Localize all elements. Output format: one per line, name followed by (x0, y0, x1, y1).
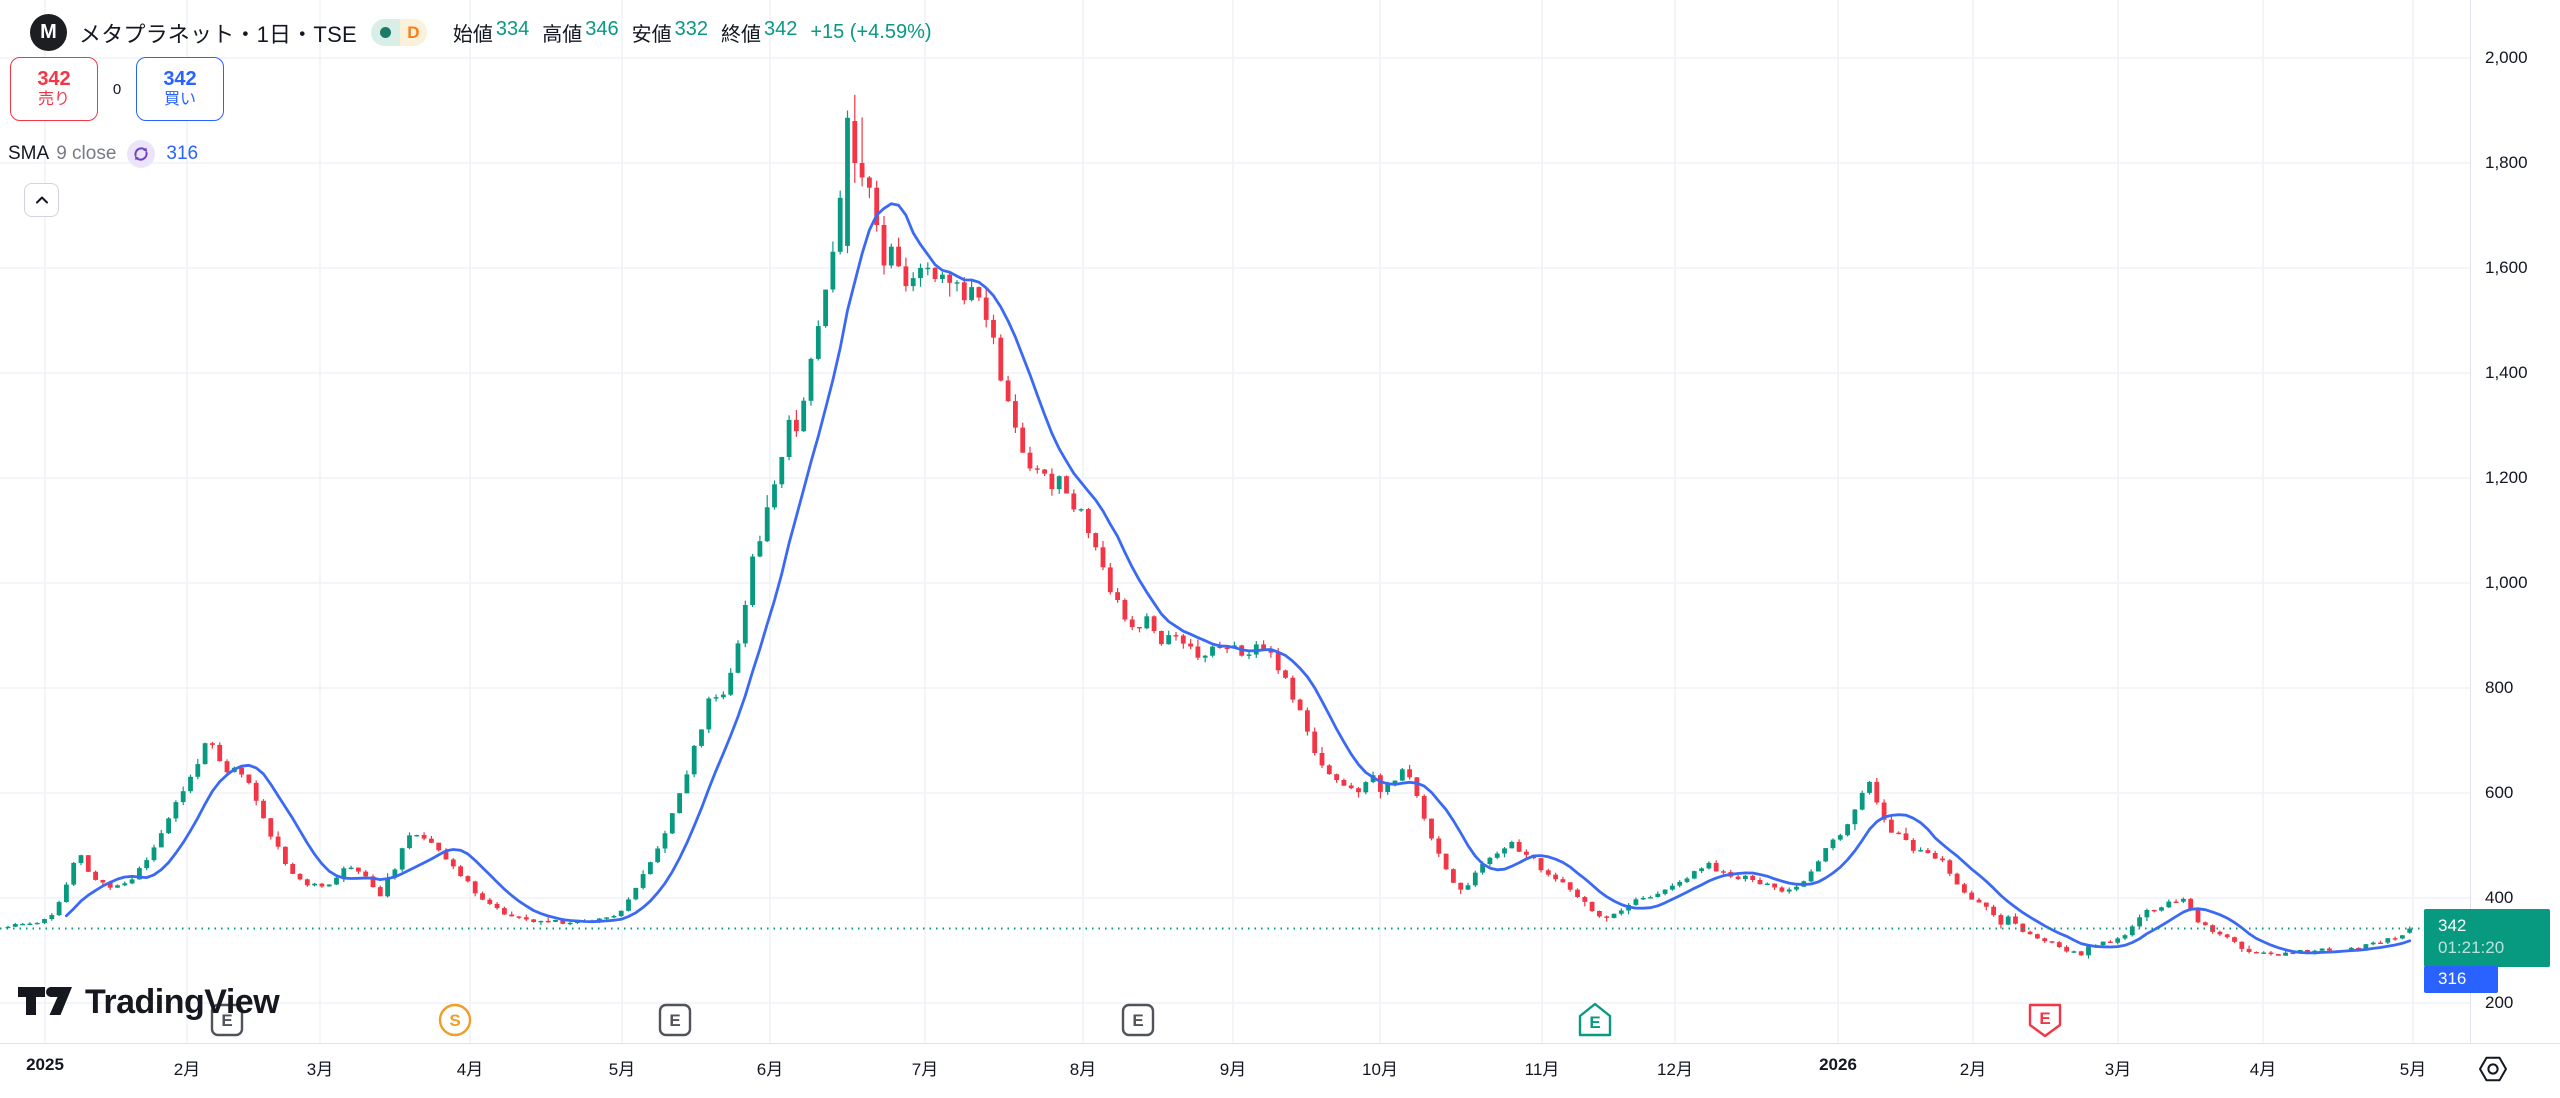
price-axis-label: 1,000 (2485, 573, 2528, 592)
time-axis-settings-button[interactable] (2476, 1052, 2510, 1086)
open-label: 始値 (452, 24, 493, 46)
indicator-loading-icon (127, 140, 156, 168)
sell-price: 342 (37, 68, 71, 91)
svg-text:S: S (449, 1011, 460, 1030)
sell-label: 売り (37, 91, 70, 109)
market-open-dot-icon (379, 27, 391, 38)
earnings-marker[interactable]: E (209, 1002, 245, 1038)
change-value: +15 (+4.59%) (810, 21, 932, 43)
time-axis[interactable]: 2025 2月 3月 4月 5月 6月 7月 8月 9月 10月 11月 12月 2026 2月 3月 4月 5… (0, 1043, 2560, 1098)
indicator-legend[interactable]: SMA 9 close 316 (8, 140, 198, 168)
price-axis-label: 1,400 (2485, 363, 2528, 382)
ohlc-high: 高値 346 (542, 18, 618, 47)
high-value: 346 (585, 18, 619, 40)
collapse-panel-button[interactable] (24, 183, 59, 217)
symbol-header: M メタプラネット・1日・TSE D 始値 334 高値 346 安値 332 … (30, 14, 932, 51)
indicator-value: 316 (166, 143, 199, 164)
trade-panel: 342 売り 0 342 買い (10, 57, 224, 121)
close-label: 終値 (720, 24, 761, 46)
buy-label: 買い (163, 91, 196, 109)
time-axis-labels: 2025 2月 3月 4月 5月 6月 7月 8月 9月 10月 11月 12月 2026 2月 3月 4月 5… (0, 1044, 2470, 1098)
low-label: 安値 (631, 24, 672, 46)
price-axis-label: 600 (2485, 783, 2514, 802)
tradingview-logo-text: TradingView (85, 983, 280, 1021)
sma-price-value: 316 (2438, 969, 2467, 988)
market-open-badge[interactable] (370, 19, 400, 46)
time-axis-label: 6月 (756, 1060, 784, 1079)
candlestick-chart-canvas[interactable] (0, 0, 2470, 1043)
buy-button[interactable]: 342 買い (136, 57, 224, 121)
tradingview-watermark: TradingView (18, 983, 280, 1022)
time-axis-label: 5月 (2399, 1060, 2427, 1079)
spread-value: 0 (112, 80, 122, 98)
time-axis-label: 2月 (173, 1060, 201, 1079)
delayed-data-badge[interactable]: D (399, 19, 427, 46)
symbol-title[interactable]: メタプラネット・1日・TSE (79, 21, 357, 47)
svg-text:E: E (1132, 1011, 1143, 1030)
split-marker[interactable]: S (437, 1002, 473, 1038)
time-axis-label: 2026 (1819, 1055, 1857, 1074)
price-axis-label: 1,800 (2485, 153, 2528, 172)
svg-text:E: E (221, 1011, 232, 1030)
low-value: 332 (674, 18, 708, 40)
sell-button[interactable]: 342 売り (10, 57, 98, 121)
indicator-name: SMA (8, 143, 50, 164)
gear-icon (2479, 1056, 2507, 1082)
symbol-logo: M (30, 14, 67, 51)
symbol-logo-letter: M (40, 21, 57, 43)
ohlc-close: 終値 342 (721, 18, 797, 47)
last-price-tag: 342 01:21:20 (2424, 909, 2550, 967)
price-axis-label: 1,600 (2485, 258, 2528, 277)
earnings-marker-beat[interactable]: E (1577, 1002, 1613, 1038)
high-label: 高値 (542, 24, 583, 46)
bar-countdown-timer: 01:21:20 (2438, 938, 2505, 957)
earnings-marker-miss[interactable]: E (2027, 1002, 2063, 1038)
buy-price: 342 (163, 68, 197, 91)
price-axis-label: 200 (2485, 993, 2514, 1012)
price-axis-label: 400 (2485, 888, 2514, 907)
time-axis-label: 4月 (2249, 1060, 2277, 1079)
time-axis-label: 12月 (1657, 1060, 1693, 1079)
time-axis-label: 11月 (1524, 1060, 1560, 1079)
ohlc-low: 安値 332 (632, 18, 708, 47)
open-value: 334 (495, 18, 530, 40)
market-status-pill[interactable]: D (370, 19, 427, 46)
time-axis-label: 7月 (911, 1060, 939, 1079)
ohlc-open: 始値 334 (453, 18, 529, 47)
svg-text:E: E (669, 1011, 680, 1030)
price-axis-label: 1,200 (2485, 468, 2528, 487)
indicator-params: 9 close (56, 143, 117, 164)
time-axis-label: 4月 (456, 1060, 484, 1079)
time-axis-label: 9月 (1219, 1060, 1247, 1079)
time-axis-label: 2025 (26, 1055, 64, 1074)
price-axis[interactable]: 2,000 1,800 1,600 1,400 1,200 1,000 800 600 400 2… (2470, 0, 2560, 1043)
time-axis-label: 3月 (2104, 1060, 2132, 1079)
earnings-marker[interactable]: E (657, 1002, 693, 1038)
time-axis-label: 8月 (1069, 1060, 1097, 1079)
earnings-marker[interactable]: E (1120, 1002, 1156, 1038)
sma-price-tag: 316 (2424, 966, 2498, 993)
time-axis-label: 10月 (1362, 1060, 1398, 1079)
price-axis-label: 800 (2485, 678, 2514, 697)
close-value: 342 (763, 18, 798, 40)
ohlc-row: 始値 334 高値 346 安値 332 終値 342 +15 (+4.59%) (453, 18, 932, 47)
price-axis-label: 2,000 (2485, 48, 2528, 67)
tradingview-logo-icon (18, 986, 72, 1015)
svg-text:E: E (1589, 1013, 1600, 1032)
time-axis-label: 2月 (1959, 1060, 1987, 1079)
time-axis-label: 5月 (608, 1060, 636, 1079)
time-axis-label: 3月 (306, 1060, 334, 1079)
last-price-value: 342 (2438, 916, 2467, 935)
chevron-up-icon (35, 196, 48, 204)
svg-text:E: E (2039, 1009, 2050, 1028)
